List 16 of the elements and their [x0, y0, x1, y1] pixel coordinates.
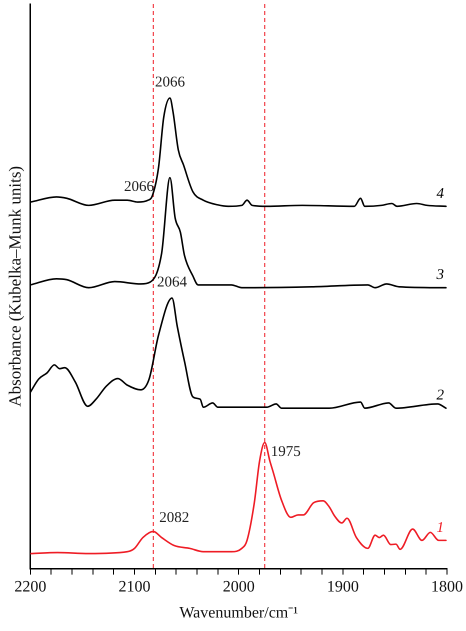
series-label: 2: [436, 388, 444, 404]
series-label: 3: [435, 267, 444, 284]
x-axis-title: Wavenumber/cm⁻¹: [179, 604, 298, 622]
x-tick-label: 2000: [222, 578, 255, 596]
x-tick-label: 2100: [118, 578, 151, 596]
annotation: 2066: [154, 74, 186, 91]
annotation: 2066: [124, 179, 154, 196]
annotation: 2064: [157, 274, 188, 290]
x-tick-label: 1800: [431, 578, 463, 596]
series-label: 1: [436, 520, 444, 536]
series-label: 4: [436, 186, 444, 202]
x-tick-label: 1900: [326, 578, 359, 596]
y-axis-title: Absorbance (Kubelka–Munk units): [6, 166, 25, 407]
annotation: 1975: [270, 444, 301, 460]
annotation: 2082: [159, 510, 190, 526]
x-tick-label: 2200: [14, 578, 46, 596]
